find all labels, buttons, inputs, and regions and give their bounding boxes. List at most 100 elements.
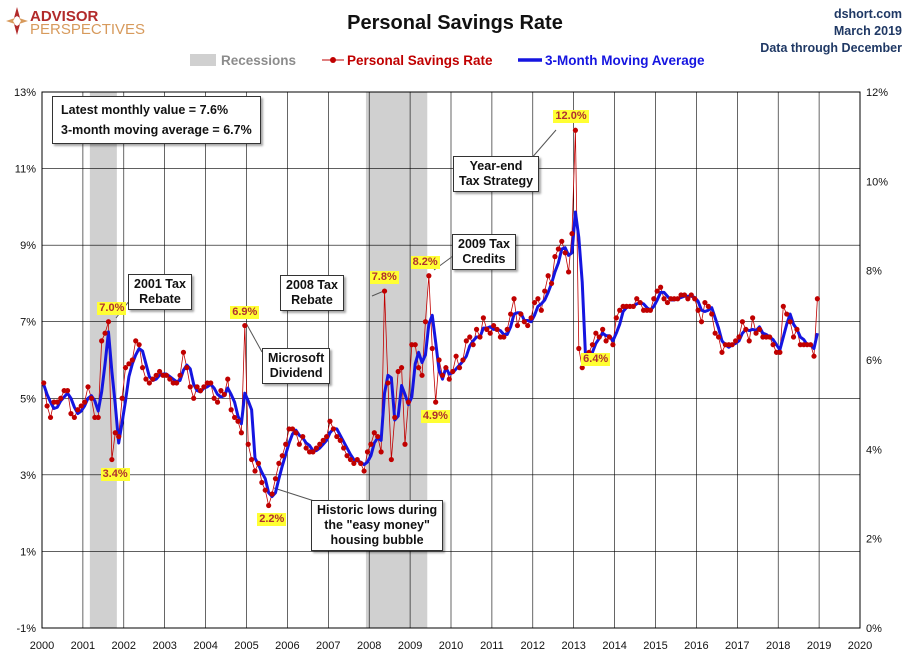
annotation-2008-tax-rebate: 2008 Tax Rebate (280, 275, 344, 311)
data-point (739, 319, 746, 325)
data-point (361, 468, 367, 474)
data-point (231, 414, 238, 421)
data-point (746, 338, 752, 344)
data-point (228, 407, 234, 413)
x-tick-label: 2007 (316, 640, 340, 652)
annotation-microsoft-dividend: Microsoft Dividend (262, 348, 331, 384)
data-point (698, 319, 705, 325)
data-point (467, 334, 473, 340)
annotation-2009-tax-credits: 2009 Tax Credits (452, 234, 516, 270)
data-point (552, 254, 558, 260)
data-point (811, 353, 817, 359)
y-tick-label-left: -1% (16, 623, 36, 635)
annotation-year-end-tax-strategy: Year-end Tax Strategy (453, 156, 540, 192)
y-tick-label-right: 10% (866, 176, 888, 188)
data-point (163, 372, 170, 378)
data-point (218, 388, 224, 394)
data-point (54, 399, 60, 405)
data-point (767, 334, 773, 340)
data-point (337, 437, 343, 443)
data-point (807, 342, 814, 348)
x-tick-label: 2000 (30, 640, 54, 652)
value-label: 6.4% (581, 352, 611, 366)
y-tick-label-left: 7% (20, 317, 36, 329)
data-point (439, 372, 446, 378)
data-point (709, 311, 715, 317)
data-point (528, 315, 534, 321)
logo-text-bottom: PERSPECTIVES (30, 21, 146, 38)
data-point (794, 326, 800, 332)
data-point (422, 319, 429, 325)
x-tick-label: 2016 (684, 640, 708, 652)
data-point (341, 445, 347, 451)
data-point (777, 349, 783, 355)
data-point (85, 384, 91, 390)
legend-moving-average: 3-Month Moving Average (518, 53, 705, 68)
data-point (112, 430, 118, 436)
x-tick-label: 2010 (439, 640, 463, 652)
data-point (606, 334, 613, 340)
data-point (610, 342, 616, 348)
data-point (129, 357, 135, 363)
data-point (491, 322, 497, 329)
data-point (296, 441, 302, 447)
y-tick-label-right: 4% (866, 444, 882, 456)
data-point (381, 288, 388, 294)
data-point (211, 395, 217, 401)
x-tick-label: 2012 (521, 640, 545, 652)
data-point (548, 280, 555, 287)
data-point (787, 319, 793, 325)
data-point (150, 376, 156, 382)
data-point (477, 334, 483, 340)
data-point (613, 315, 619, 321)
x-tick-label: 2003 (152, 640, 176, 652)
data-point (494, 326, 500, 332)
data-point (279, 453, 285, 459)
y-tick-label-left: 13% (14, 87, 36, 99)
data-point (419, 372, 425, 378)
data-point (82, 399, 88, 405)
source-coverage: Data through December (760, 41, 902, 55)
legend-ma-line (518, 58, 542, 62)
value-label: 7.8% (369, 271, 399, 285)
data-point (388, 456, 394, 463)
data-point (681, 292, 688, 298)
data-point (375, 433, 381, 440)
data-point (364, 449, 371, 455)
data-point (310, 449, 316, 455)
data-point (596, 334, 602, 340)
data-point (732, 338, 739, 344)
data-point (579, 365, 585, 371)
data-point (330, 426, 337, 432)
callout-pointer (371, 290, 385, 297)
data-point (473, 326, 480, 332)
data-point (685, 296, 691, 302)
data-point (156, 368, 163, 375)
data-point (429, 345, 435, 352)
data-point (133, 338, 139, 344)
data-point (647, 307, 653, 313)
x-tick-label: 2015 (643, 640, 667, 652)
data-point (327, 418, 333, 424)
data-point (58, 395, 64, 401)
data-point (504, 326, 510, 332)
data-point (221, 391, 227, 398)
data-point (238, 430, 244, 436)
x-tick-label: 2019 (807, 640, 831, 652)
data-point (317, 441, 323, 447)
data-point (262, 487, 268, 493)
data-point (385, 380, 391, 386)
annotation-line: 2009 Tax (458, 237, 510, 251)
data-point (323, 433, 330, 440)
data-point (416, 365, 422, 371)
data-point (303, 445, 309, 451)
data-point (405, 399, 411, 405)
data-point (562, 250, 568, 256)
data-point (64, 388, 71, 394)
x-tick-label: 2014 (602, 640, 626, 652)
x-tick-label: 2018 (766, 640, 790, 652)
data-point (729, 342, 735, 348)
data-point (289, 426, 296, 432)
y-tick-label-right: 12% (866, 87, 888, 99)
legend-recessions: Recessions (190, 53, 296, 68)
